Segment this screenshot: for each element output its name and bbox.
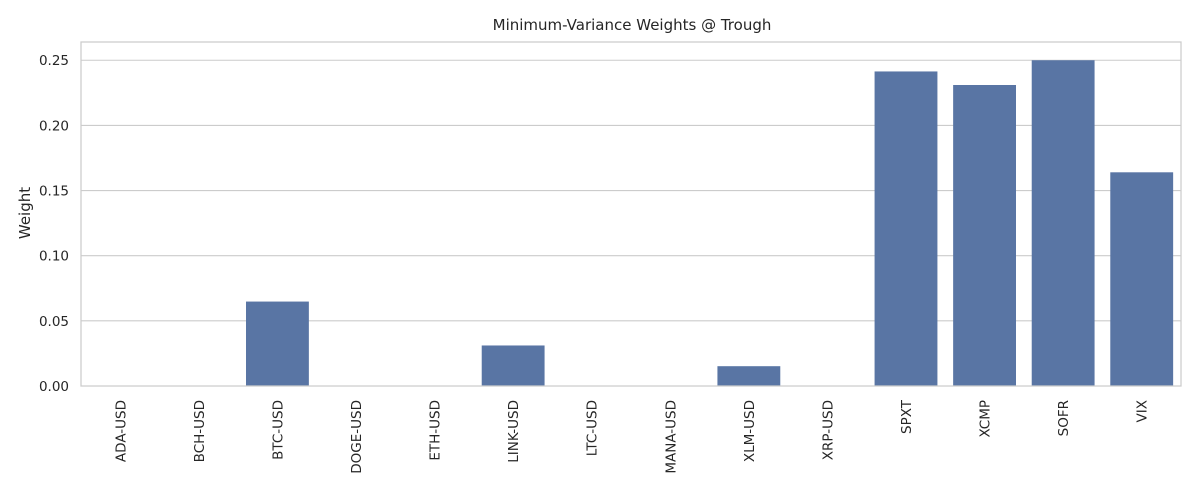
- x-tick-label: LTC-USD: [585, 400, 601, 456]
- y-tick-label: 0.25: [39, 53, 69, 69]
- bar-sofr: [1031, 60, 1095, 386]
- x-tick-label: ETH-USD: [428, 400, 444, 461]
- x-tick-label: XRP-USD: [820, 400, 836, 460]
- bar-xlm-usd: [717, 366, 781, 386]
- y-tick-label: 0.05: [39, 314, 69, 330]
- x-tick-label: SPXT: [899, 399, 915, 434]
- bars: [246, 60, 1174, 386]
- x-tick-label: BCH-USD: [192, 400, 208, 462]
- x-tick-label: XLM-USD: [742, 400, 758, 462]
- x-tick-label: VIX: [1135, 400, 1151, 422]
- x-tick-label: MANA-USD: [663, 400, 679, 474]
- y-axis-label: Weight: [16, 187, 34, 239]
- bar-btc-usd: [246, 301, 309, 386]
- x-tick-label: DOGE-USD: [349, 400, 365, 474]
- y-tick-label: 0.15: [39, 184, 69, 200]
- y-tick-labels: 0.00 0.05 0.10 0.15 0.20 0.25: [39, 53, 69, 395]
- axes-frame: [80, 41, 1182, 387]
- y-tick-label: 0.10: [39, 249, 69, 265]
- plot-frame: [80, 41, 1182, 387]
- bar-xcmp: [953, 85, 1016, 386]
- bar-link-usd: [481, 345, 545, 386]
- bar-spxt: [874, 71, 938, 386]
- bar-vix: [1110, 172, 1174, 386]
- x-tick-labels: ADA-USD BCH-USD BTC-USD DOGE-USD ETH-USD LINK…: [113, 399, 1150, 473]
- x-tick-label: XCMP: [978, 400, 994, 437]
- x-tick-label: ADA-USD: [113, 400, 129, 462]
- x-tick-label: SOFR: [1056, 400, 1072, 436]
- chart-title: Minimum-Variance Weights @ Trough: [493, 16, 772, 34]
- x-tick-label: BTC-USD: [270, 400, 286, 460]
- x-tick-label: LINK-USD: [506, 400, 522, 463]
- y-tick-label: 0.00: [39, 379, 69, 395]
- y-tick-label: 0.20: [39, 118, 69, 134]
